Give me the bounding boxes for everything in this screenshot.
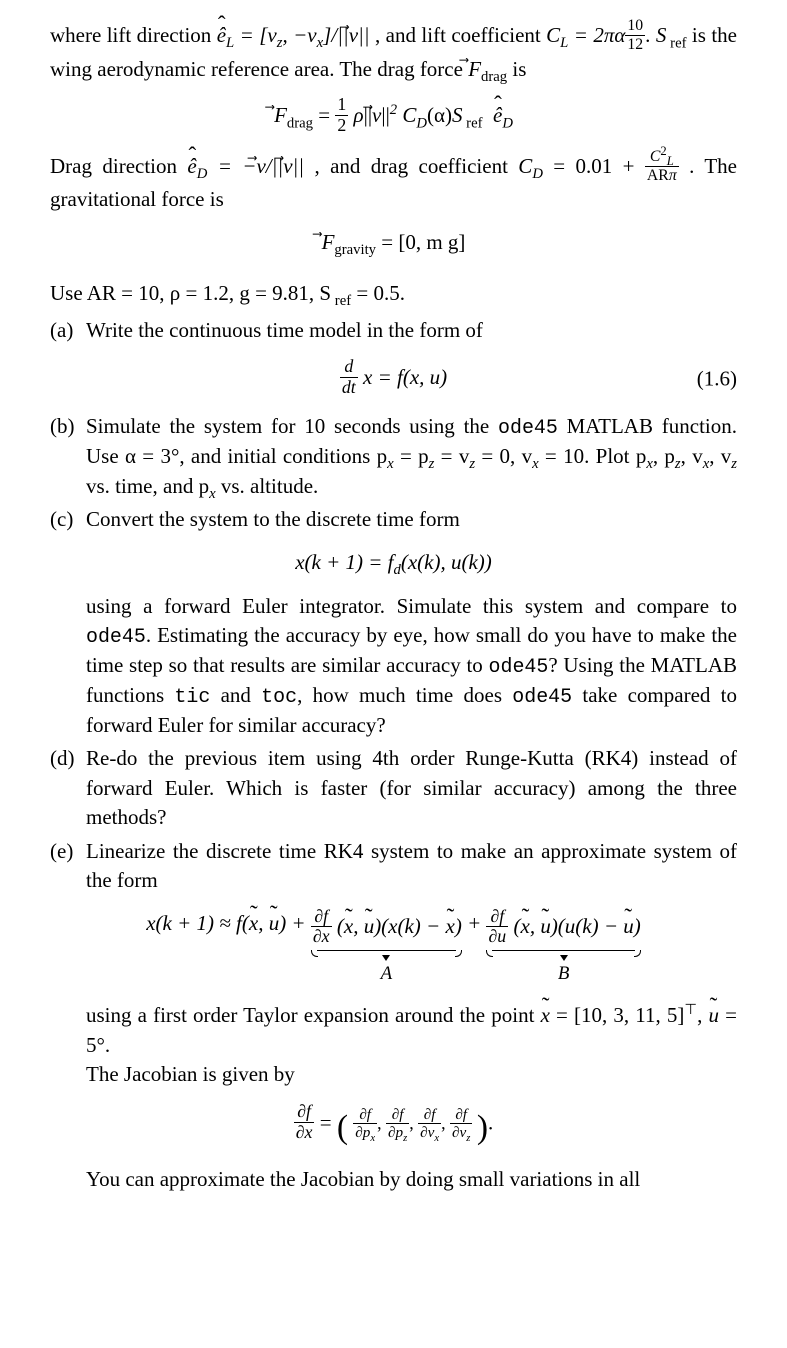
item-c-cont: using a forward Euler integrator. Simula… [50,592,737,741]
underbrace-label: B [486,961,640,987]
item-e: (e) Linearize the discrete time RK4 syst… [50,837,737,896]
frac-CL2-ARpi: C2L ARπ [645,149,679,184]
eq-linearize: x(k + 1) ≈ f(x, u) + ∂f∂x (x, u)(x(k) − … [50,909,737,987]
intro-paragraph: where lift direction êL = [vz, −vx]/||v|… [50,20,737,84]
item-body: using a forward Euler integrator. Simula… [86,592,737,741]
frac-lhs: ∂f∂x [294,1103,315,1142]
v-vec: v [349,21,358,50]
constants-line: Use AR = 10, ρ = 1.2, g = 9.81, S ref = … [50,279,737,308]
eq-gravity: Fgravity = [0, m g] [50,228,737,257]
item-c: (c) Convert the system to the discrete t… [50,505,737,534]
item-e-cont2: You can approximate the Jacobian by doin… [50,1165,737,1194]
e-hat-D: ê [493,101,502,130]
item-body: Linearize the discrete time RK4 system t… [86,837,737,896]
underbrace-label: A [311,961,462,987]
F-drag-vec: F [468,55,481,84]
item-body: Simulate the system for 10 seconds using… [86,412,737,501]
item-body: Re-do the previous item using 4th order … [86,744,737,832]
item-b: (b) Simulate the system for 10 seconds u… [50,412,737,501]
eq-1-6: ddt x = f(x, u) (1.6) [50,360,737,399]
eq-number: (1.6) [697,364,737,393]
item-label: (d) [50,744,86,832]
page: where lift direction êL = [vz, −vx]/||v|… [0,0,787,1238]
item-body: You can approximate the Jacobian by doin… [86,1165,737,1194]
text: where lift direction [50,23,217,47]
item-label: (a) [50,316,86,345]
item-d: (d) Re-do the previous item using 4th or… [50,744,737,832]
eq-drag: Fdrag = 12 ρ||v||2 CD(α)S ref êD [50,98,737,137]
code-ode45: ode45 [512,685,572,708]
F-vec: F [322,228,335,257]
frac-half: 12 [335,96,348,135]
item-body: Write the continuous time model in the f… [86,316,737,345]
code-ode45: ode45 [86,625,146,648]
item-e-cont1: using a first order Taylor expansion aro… [50,1001,737,1089]
eq-jacobian: ∂f∂x = ( ∂f∂px, ∂f∂pz, ∂f∂vx, ∂f∂vz ). [50,1104,737,1151]
frac-10-12: 1012 [625,18,645,53]
F-vec: F [274,101,287,130]
frac-d-dt: ddt [340,358,358,397]
code-tic: tic [174,685,210,708]
v-vec: v [372,101,381,130]
item-body: Convert the system to the discrete time … [86,505,737,534]
frac-dfdu: ∂f∂u [486,908,508,947]
code-ode45: ode45 [489,655,549,678]
code-toc: toc [261,685,297,708]
code-ode45: ode45 [498,416,558,439]
text: , and lift coefficient [375,23,546,47]
item-body: using a first order Taylor expansion aro… [86,1001,737,1089]
underbrace-A: ∂f∂x (x, u)(x(k) − x) A [311,909,462,987]
eq-discrete: x(k + 1) = fd(x(k), u(k)) [50,548,737,577]
frac-dfdx: ∂f∂x [311,908,332,947]
drag-direction-paragraph: Drag direction êD = −v/||v|| , and drag … [50,151,737,215]
item-label: (b) [50,412,86,501]
underbrace-B: ∂f∂u (x, u)(u(k) − u) B [486,909,640,987]
item-a: (a) Write the continuous time model in t… [50,316,737,345]
text: is [512,57,526,81]
e-hat-D: ê [187,152,196,181]
e-hat: ê [217,21,226,50]
item-label: (e) [50,837,86,896]
item-label: (c) [50,505,86,534]
